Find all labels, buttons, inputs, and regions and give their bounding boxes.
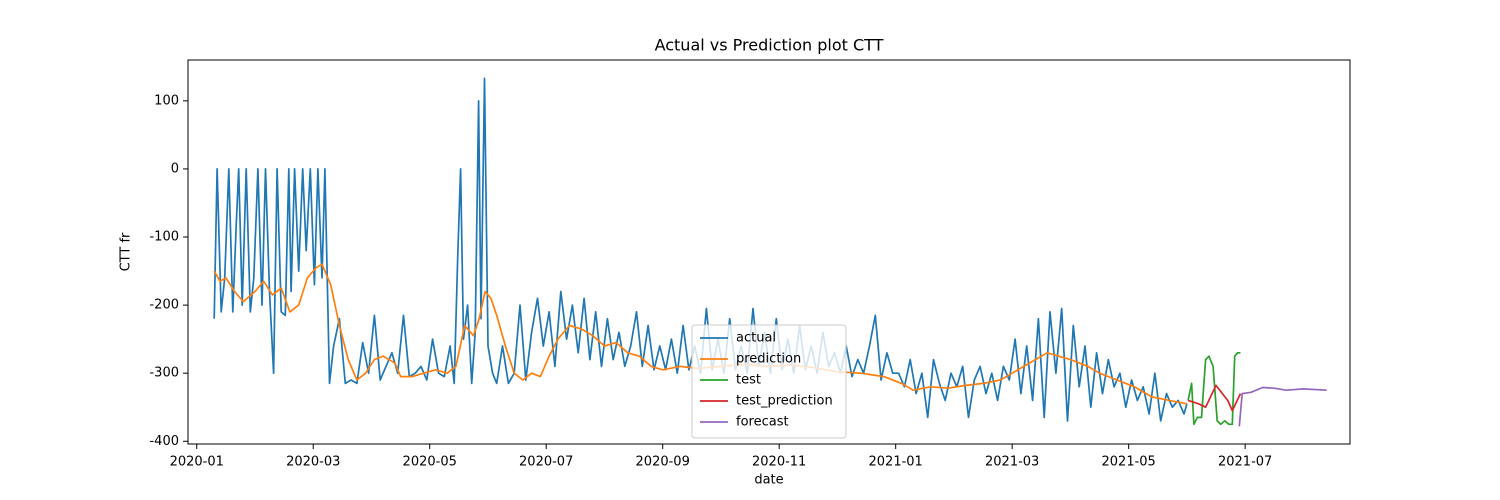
legend-label: actual: [736, 331, 776, 346]
x-tick-label: 2021-03: [985, 455, 1039, 470]
x-tick-label: 2021-07: [1218, 455, 1272, 470]
x-tick-label: 2020-01: [170, 455, 224, 470]
series-line: [213, 77, 1188, 422]
x-tick-label: 2020-05: [403, 455, 457, 470]
x-tick-label: 2021-05: [1102, 455, 1156, 470]
y-tick-label: -300: [149, 366, 179, 381]
series-line: [1187, 384, 1242, 412]
y-tick-label: -400: [149, 434, 179, 449]
y-tick-label: -200: [149, 298, 179, 313]
x-tick-label: 2020-11: [752, 455, 806, 470]
y-axis-label: CTT fr: [119, 232, 134, 271]
x-tick-label: 2020-03: [286, 455, 340, 470]
series-line: [1187, 351, 1241, 426]
plot-frame: [187, 59, 1351, 445]
x-tick-label: 2020-07: [519, 455, 573, 470]
x-axis-label: date: [754, 473, 783, 488]
x-tick-label: 2021-01: [869, 455, 923, 470]
chart-title: Actual vs Prediction plot CTT: [655, 36, 884, 55]
y-tick-label: 100: [154, 93, 179, 108]
series-line: [213, 263, 1188, 405]
legend-box: [691, 324, 847, 439]
series-line: [1238, 386, 1327, 427]
legend-label: forecast: [736, 415, 789, 430]
y-tick-label: 0: [171, 161, 179, 176]
legend-label: test_prediction: [736, 394, 833, 409]
legend-label: prediction: [736, 352, 801, 367]
legend-label: test: [736, 373, 761, 388]
y-tick-label: -100: [149, 230, 179, 245]
x-tick-label: 2020-09: [636, 455, 690, 470]
